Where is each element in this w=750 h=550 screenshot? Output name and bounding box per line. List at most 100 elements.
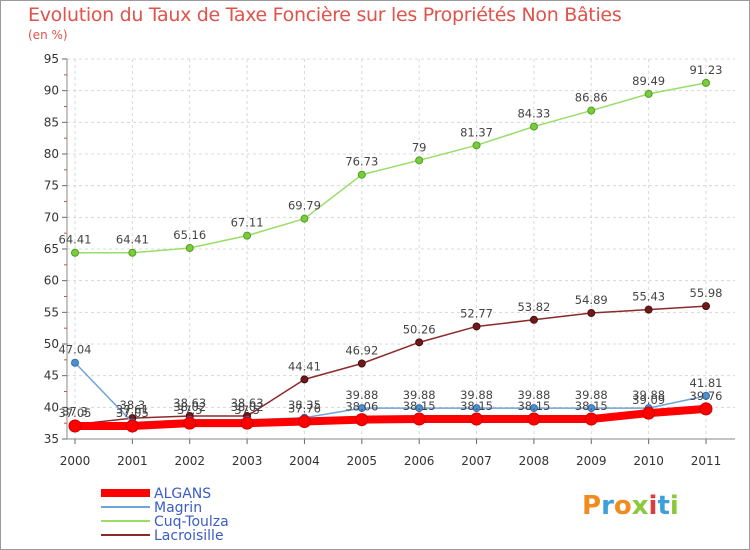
data-point-magrin (472, 404, 481, 413)
x-tick-label: 2001 (117, 454, 148, 468)
logo-letter: r (601, 491, 614, 521)
plot-area (67, 59, 735, 439)
data-label-magrin: 38.35 (288, 398, 321, 412)
data-label-lacroisille: 38.3 (120, 398, 146, 412)
data-point-algans (412, 412, 426, 426)
data-label-algans: 37.05 (59, 406, 92, 420)
data-point-algans (297, 415, 311, 429)
data-point-cuq-toulza (300, 214, 309, 223)
data-label-magrin: 39.88 (517, 388, 550, 402)
data-point-lacroisille (415, 338, 424, 347)
data-point-cuq-toulza (71, 248, 79, 257)
y-tick-label: 65 (44, 242, 59, 256)
data-label-magrin: 38.02 (231, 400, 264, 414)
data-point-magrin (587, 404, 596, 413)
data-label-cuq-toulza: 69.79 (288, 199, 321, 213)
data-label-magrin: 38.02 (173, 400, 206, 414)
data-label-cuq-toulza: 67.11 (231, 216, 264, 230)
data-label-algans: 37.05 (116, 406, 149, 420)
logo-text: Proxiti (582, 491, 679, 521)
data-point-lacroisille (644, 305, 653, 314)
grid-layer (67, 58, 735, 440)
data-labels-layer: 37.05 37.05 37.5 37.5 37.76 38.06 38.15 38.15 38… (59, 63, 723, 420)
data-label-algans: 37.5 (234, 403, 260, 417)
data-label-cuq-toulza: 84.33 (517, 107, 550, 121)
data-label-lacroisille: 52.77 (460, 306, 493, 320)
x-tick-label: 2005 (347, 454, 378, 468)
data-point-algans (699, 402, 713, 416)
data-point-algans (642, 406, 656, 420)
data-label-algans: 38.15 (403, 399, 436, 413)
data-point-cuq-toulza (415, 156, 424, 165)
data-point-algans (183, 416, 197, 430)
data-label-magrin: 39.88 (460, 388, 493, 402)
data-point-lacroisille (472, 322, 481, 331)
data-label-lacroisille: 55.98 (690, 286, 723, 300)
data-point-algans (355, 413, 369, 427)
y-tick-label: 45 (44, 369, 59, 383)
x-tick-label: 2003 (232, 454, 263, 468)
chart-subtitle: (en %) (28, 28, 68, 42)
data-label-lacroisille: 50.26 (403, 322, 436, 336)
data-label-lacroisille: 38.63 (173, 396, 206, 410)
data-point-cuq-toulza (587, 106, 596, 115)
data-label-algans: 39.76 (690, 389, 723, 403)
x-tick-label: 2010 (633, 454, 664, 468)
y-tick-label: 80 (44, 147, 59, 161)
data-label-lacroisille: 54.89 (575, 293, 608, 307)
series-line-algans (71, 404, 710, 431)
data-point-lacroisille (357, 359, 366, 368)
data-point-lacroisille (300, 375, 309, 384)
data-point-cuq-toulza (128, 248, 137, 257)
data-point-lacroisille (587, 309, 596, 318)
y-tick-label: 70 (44, 210, 59, 224)
data-point-magrin (357, 404, 366, 413)
logo-letter: x (632, 491, 649, 521)
series-line-lacroisille (74, 305, 707, 426)
data-label-lacroisille: 38.63 (231, 396, 264, 410)
x-tick-label: 2000 (60, 454, 91, 468)
logo-letter: t (657, 491, 669, 521)
logo-letter: i (649, 491, 658, 521)
data-label-cuq-toulza: 81.37 (460, 125, 493, 139)
x-tick-label: 2002 (174, 454, 205, 468)
data-point-algans (68, 419, 82, 433)
data-label-cuq-toulza: 76.73 (345, 155, 378, 169)
data-label-cuq-toulza: 64.41 (59, 233, 92, 247)
data-label-magrin: 47.04 (59, 343, 92, 357)
data-label-cuq-toulza: 64.41 (116, 233, 149, 247)
logo-letter: P (582, 491, 601, 521)
data-point-lacroisille (702, 302, 710, 311)
data-label-magrin: 39.88 (345, 388, 378, 402)
x-tick-label: 2011 (691, 454, 722, 468)
data-label-magrin: 41.81 (690, 376, 723, 390)
y-tick-label: 95 (44, 52, 59, 66)
data-label-algans: 37.76 (288, 402, 321, 416)
legend-label-cuq-toulza: Cuq-Toulza (154, 514, 229, 530)
y-tick-label: 90 (44, 84, 59, 98)
data-label-lacroisille: 55.43 (632, 290, 665, 304)
data-label-lacroisille: 53.82 (517, 300, 550, 314)
data-point-cuq-toulza (702, 78, 710, 87)
data-label-algans: 37.5 (177, 403, 203, 417)
data-point-magrin (71, 358, 79, 367)
x-tick-label: 2008 (519, 454, 550, 468)
legend-label-algans: ALGANS (154, 486, 211, 502)
data-point-cuq-toulza (243, 231, 252, 240)
x-tick-label: 2004 (289, 454, 320, 468)
y-tick-label: 55 (44, 305, 59, 319)
series-line-cuq-toulza (74, 82, 707, 254)
data-label-algans: 39.09 (632, 393, 665, 407)
data-point-cuq-toulza (185, 243, 194, 252)
data-point-cuq-toulza (472, 141, 481, 150)
data-point-algans (240, 416, 254, 430)
data-point-magrin (415, 404, 424, 413)
series-layer (68, 78, 713, 433)
logo-letter: o (614, 491, 632, 521)
data-label-algans: 38.06 (345, 400, 378, 414)
x-tick-label: 2006 (404, 454, 435, 468)
data-point-algans (584, 412, 598, 426)
chart-title: Evolution du Taux de Taxe Foncière sur l… (28, 4, 622, 26)
